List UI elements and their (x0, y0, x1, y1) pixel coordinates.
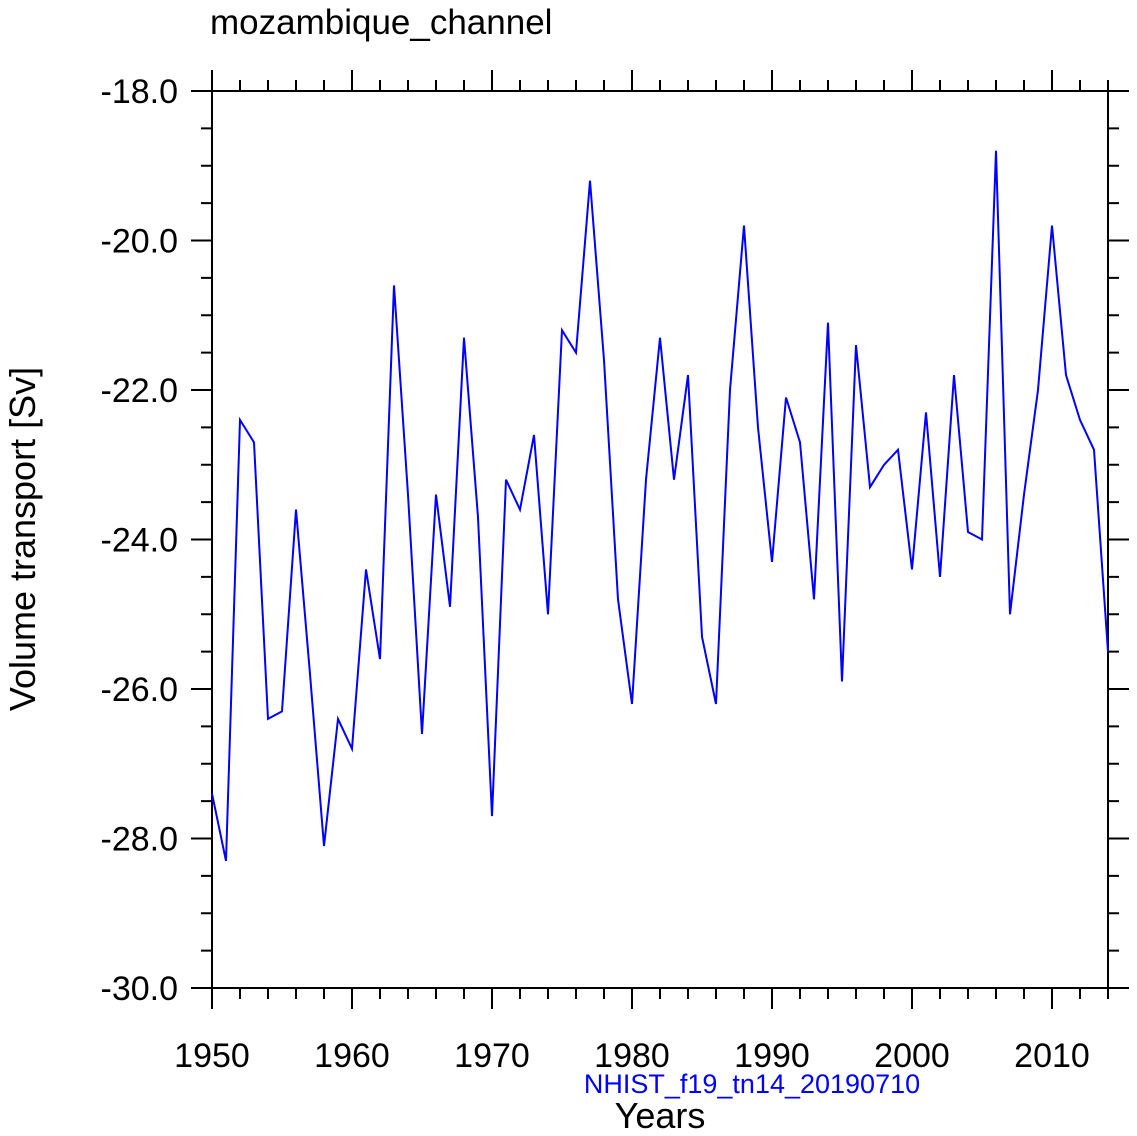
x-tick-label: 1970 (454, 1037, 530, 1075)
x-axis-label: Years (615, 1095, 706, 1136)
x-tick-label: 1990 (734, 1037, 810, 1075)
y-axis-label: Volume transport [Sv] (2, 367, 43, 711)
run-name-label: NHIST_f19_tn14_20190710 (584, 1069, 920, 1099)
chart-title: mozambique_channel (210, 3, 552, 42)
x-tick-label: 2010 (1014, 1037, 1090, 1075)
y-tick-label: -30.0 (101, 970, 179, 1008)
x-tick-label: 1960 (314, 1037, 390, 1075)
data-series-line (211, 150, 1109, 862)
y-tick-label: -22.0 (101, 372, 179, 410)
axis-tick-labels: 1950 1960 1970 1980 1990 2000 2010 -30.0 -28.0 -2… (101, 73, 1090, 1075)
data-points (210, 149, 1110, 863)
x-tick-label: 1980 (594, 1037, 670, 1075)
y-tick-label: -20.0 (101, 223, 179, 261)
x-tick-label: 2000 (874, 1037, 950, 1075)
x-tick-label: 1950 (174, 1037, 250, 1075)
y-tick-label: -26.0 (101, 671, 179, 709)
plot-frame (211, 90, 1109, 989)
axis-ticks (191, 70, 1129, 1009)
y-tick-label: -28.0 (101, 821, 179, 859)
y-tick-label: -18.0 (101, 73, 179, 111)
y-tick-label: -24.0 (101, 522, 179, 560)
